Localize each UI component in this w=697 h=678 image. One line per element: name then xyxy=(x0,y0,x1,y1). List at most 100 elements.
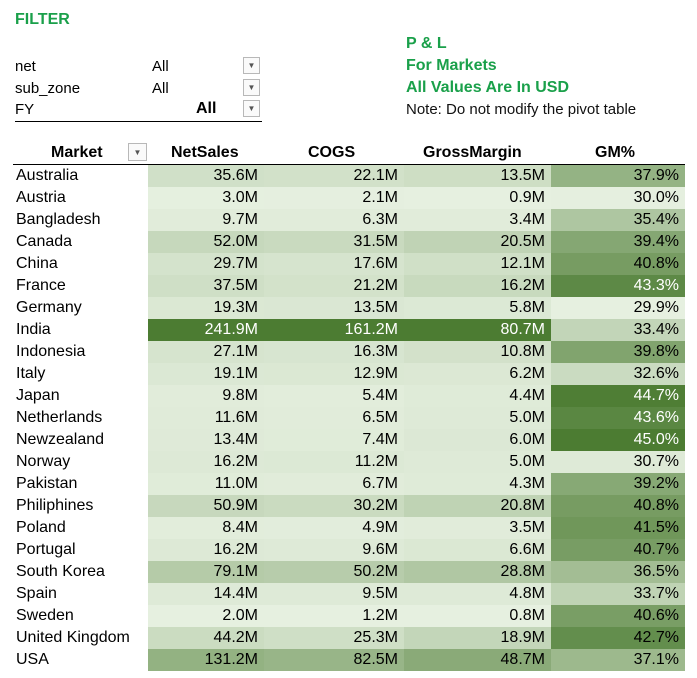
cell-gm-pct[interactable]: 33.7% xyxy=(551,583,685,605)
cell-market[interactable]: Netherlands xyxy=(16,409,103,426)
cell-market[interactable]: Italy xyxy=(16,365,46,382)
cell-grossmargin[interactable]: 5.8M xyxy=(404,297,551,319)
cell-grossmargin[interactable]: 5.0M xyxy=(404,451,551,473)
cell-grossmargin[interactable]: 6.0M xyxy=(404,429,551,451)
cell-grossmargin[interactable]: 5.0M xyxy=(404,407,551,429)
cell-market[interactable]: Australia xyxy=(16,167,79,184)
cell-gm-pct[interactable]: 43.3% xyxy=(551,275,685,297)
cell-market[interactable]: South Korea xyxy=(16,563,105,580)
cell-market[interactable]: USA xyxy=(16,651,49,668)
cell-cogs[interactable]: 30.2M xyxy=(264,495,404,517)
cell-market[interactable]: China xyxy=(16,255,58,272)
cell-grossmargin[interactable]: 12.1M xyxy=(404,253,551,275)
cell-grossmargin[interactable]: 0.9M xyxy=(404,187,551,209)
cell-netsales[interactable]: 9.8M xyxy=(148,385,264,407)
cell-gm-pct[interactable]: 36.5% xyxy=(551,561,685,583)
cell-cogs[interactable]: 13.5M xyxy=(264,297,404,319)
cell-market[interactable]: Japan xyxy=(16,387,60,404)
cell-netsales[interactable]: 16.2M xyxy=(148,451,264,473)
cell-market[interactable]: Philiphines xyxy=(16,497,94,514)
cell-gm-pct[interactable]: 29.9% xyxy=(551,297,685,319)
cell-netsales[interactable]: 44.2M xyxy=(148,627,264,649)
cell-gm-pct[interactable]: 39.2% xyxy=(551,473,685,495)
cell-grossmargin[interactable]: 0.8M xyxy=(404,605,551,627)
cell-gm-pct[interactable]: 45.0% xyxy=(551,429,685,451)
cell-cogs[interactable]: 22.1M xyxy=(264,165,404,187)
cell-grossmargin[interactable]: 28.8M xyxy=(404,561,551,583)
cell-market[interactable]: Portugal xyxy=(16,541,76,558)
cell-grossmargin[interactable]: 6.6M xyxy=(404,539,551,561)
cell-market[interactable]: Germany xyxy=(16,299,82,316)
cell-grossmargin[interactable]: 3.4M xyxy=(404,209,551,231)
cell-grossmargin[interactable]: 16.2M xyxy=(404,275,551,297)
cell-market[interactable]: Canada xyxy=(16,233,73,250)
cell-grossmargin[interactable]: 4.4M xyxy=(404,385,551,407)
cell-cogs[interactable]: 16.3M xyxy=(264,341,404,363)
cell-grossmargin[interactable]: 20.5M xyxy=(404,231,551,253)
cell-cogs[interactable]: 5.4M xyxy=(264,385,404,407)
cell-gm-pct[interactable]: 42.7% xyxy=(551,627,685,649)
cell-netsales[interactable]: 8.4M xyxy=(148,517,264,539)
cell-market[interactable]: Newzealand xyxy=(16,431,105,448)
cell-gm-pct[interactable]: 33.4% xyxy=(551,319,685,341)
cell-netsales[interactable]: 11.0M xyxy=(148,473,264,495)
cell-cogs[interactable]: 17.6M xyxy=(264,253,404,275)
cell-netsales[interactable]: 2.0M xyxy=(148,605,264,627)
cell-netsales[interactable]: 79.1M xyxy=(148,561,264,583)
cell-market[interactable]: Austria xyxy=(16,189,66,206)
cell-netsales[interactable]: 52.0M xyxy=(148,231,264,253)
cell-gm-pct[interactable]: 40.8% xyxy=(551,253,685,275)
cell-grossmargin[interactable]: 20.8M xyxy=(404,495,551,517)
cell-netsales[interactable]: 3.0M xyxy=(148,187,264,209)
cell-cogs[interactable]: 7.4M xyxy=(264,429,404,451)
cell-grossmargin[interactable]: 4.8M xyxy=(404,583,551,605)
cell-cogs[interactable]: 161.2M xyxy=(264,319,404,341)
cell-gm-pct[interactable]: 41.5% xyxy=(551,517,685,539)
cell-netsales[interactable]: 37.5M xyxy=(148,275,264,297)
cell-gm-pct[interactable]: 39.8% xyxy=(551,341,685,363)
cell-grossmargin[interactable]: 18.9M xyxy=(404,627,551,649)
cell-gm-pct[interactable]: 37.1% xyxy=(551,649,685,671)
cell-grossmargin[interactable]: 3.5M xyxy=(404,517,551,539)
cell-gm-pct[interactable]: 32.6% xyxy=(551,363,685,385)
cell-market[interactable]: Sweden xyxy=(16,607,74,624)
cell-market[interactable]: United Kingdom xyxy=(16,629,130,646)
cell-cogs[interactable]: 1.2M xyxy=(264,605,404,627)
cell-gm-pct[interactable]: 40.8% xyxy=(551,495,685,517)
cell-cogs[interactable]: 6.3M xyxy=(264,209,404,231)
cell-gm-pct[interactable]: 35.4% xyxy=(551,209,685,231)
triangle-down-icon[interactable]: ▼ xyxy=(243,57,260,74)
cell-cogs[interactable]: 9.6M xyxy=(264,539,404,561)
cell-cogs[interactable]: 11.2M xyxy=(264,451,404,473)
cell-cogs[interactable]: 12.9M xyxy=(264,363,404,385)
cell-netsales[interactable]: 50.9M xyxy=(148,495,264,517)
cell-netsales[interactable]: 241.9M xyxy=(148,319,264,341)
cell-cogs[interactable]: 82.5M xyxy=(264,649,404,671)
cell-netsales[interactable]: 13.4M xyxy=(148,429,264,451)
cell-grossmargin[interactable]: 4.3M xyxy=(404,473,551,495)
cell-gm-pct[interactable]: 40.6% xyxy=(551,605,685,627)
cell-gm-pct[interactable]: 30.7% xyxy=(551,451,685,473)
cell-grossmargin[interactable]: 10.8M xyxy=(404,341,551,363)
cell-gm-pct[interactable]: 37.9% xyxy=(551,165,685,187)
cell-gm-pct[interactable]: 30.0% xyxy=(551,187,685,209)
cell-market[interactable]: Spain xyxy=(16,585,57,602)
cell-cogs[interactable]: 6.7M xyxy=(264,473,404,495)
cell-market[interactable]: Poland xyxy=(16,519,66,536)
cell-market[interactable]: Norway xyxy=(16,453,71,470)
cell-cogs[interactable]: 31.5M xyxy=(264,231,404,253)
triangle-down-icon[interactable]: ▼ xyxy=(243,79,260,96)
cell-cogs[interactable]: 6.5M xyxy=(264,407,404,429)
cell-netsales[interactable]: 11.6M xyxy=(148,407,264,429)
cell-market[interactable]: Pakistan xyxy=(16,475,78,492)
cell-netsales[interactable]: 16.2M xyxy=(148,539,264,561)
cell-cogs[interactable]: 21.2M xyxy=(264,275,404,297)
cell-netsales[interactable]: 9.7M xyxy=(148,209,264,231)
cell-netsales[interactable]: 19.3M xyxy=(148,297,264,319)
cell-gm-pct[interactable]: 40.7% xyxy=(551,539,685,561)
cell-cogs[interactable]: 50.2M xyxy=(264,561,404,583)
cell-cogs[interactable]: 4.9M xyxy=(264,517,404,539)
triangle-down-icon[interactable]: ▼ xyxy=(243,100,260,117)
cell-grossmargin[interactable]: 48.7M xyxy=(404,649,551,671)
cell-netsales[interactable]: 19.1M xyxy=(148,363,264,385)
